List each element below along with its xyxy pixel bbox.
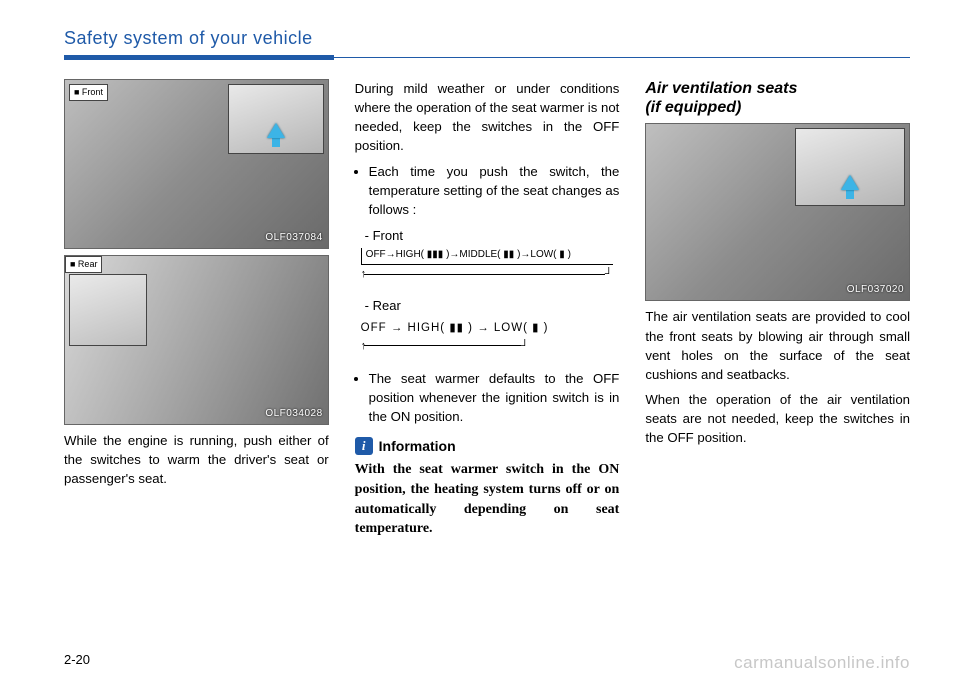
heading-line-1: Air ventilation seats [645,80,797,97]
column-middle: During mild weather or under conditions … [355,79,620,545]
paragraph: While the engine is running, push either… [64,431,329,488]
list-item: Each time you push the switch, the tempe… [369,162,620,219]
sequence-label-rear: - Rear [365,297,620,316]
info-heading-row: i Information [355,436,620,456]
paragraph: The air ventilation seats are provided t… [645,307,910,384]
sequence-text: OFF→HIGH( ▮▮▮ )→MIDDLE( ▮▮ )→LOW( ▮ ) [366,248,610,265]
figure-rear-seat-warmer: ■ Rear OLF034028 [64,255,329,425]
info-body: With the seat warmer switch in the ON po… [355,460,620,538]
figure-code: OLF034028 [265,407,322,422]
watermark: carmanualsonline.info [734,653,910,673]
header-rule [64,55,910,57]
header-title: Safety system of your vehicle [64,28,313,51]
figure-front-seat-warmer: ■ Front OLF037084 [64,79,329,249]
section-heading: Air ventilation seats (if equipped) [645,79,910,117]
paragraph: During mild weather or under conditions … [355,79,620,156]
page-number: 2-20 [64,652,90,667]
column-left: ■ Front OLF037084 ■ Rear OLF034028 While… [64,79,329,545]
figure-label: ■ Front [69,84,108,101]
arrow-up-icon [267,123,285,147]
return-arrow-row: ↑┘ [361,339,614,355]
figure-inset [795,128,905,206]
figure-air-ventilation: OLF037020 [645,123,910,301]
arrow-up-icon [841,175,859,199]
column-right: Air ventilation seats (if equipped) OLF0… [645,79,910,545]
sequence-front: OFF→HIGH( ▮▮▮ )→MIDDLE( ▮▮ )→LOW( ▮ ) [361,248,614,266]
figure-inset [69,274,147,346]
paragraph: When the operation of the air ventilatio… [645,390,910,447]
return-arrow-row: ↑┘ [361,267,614,283]
bullet-list: Each time you push the switch, the tempe… [355,162,620,219]
sequence-rear: OFF → HIGH( ▮▮ ) → LOW( ▮ ) [361,320,614,339]
page-header: Safety system of your vehicle [64,28,910,51]
figure-code: OLF037020 [847,283,904,298]
list-item: The seat warmer defaults to the OFF posi… [369,369,620,426]
bullet-list: The seat warmer defaults to the OFF posi… [355,369,620,426]
heading-line-2: (if equipped) [645,99,741,116]
info-icon: i [355,437,373,455]
figure-code: OLF037084 [265,231,322,246]
figure-label: ■ Rear [65,256,102,273]
content-columns: ■ Front OLF037084 ■ Rear OLF034028 While… [64,79,910,545]
manual-page: Safety system of your vehicle ■ Front OL… [0,0,960,689]
sequence-label-front: - Front [365,227,620,246]
sequence-text: OFF → HIGH( ▮▮ ) → LOW( ▮ ) [361,320,614,339]
figure-inset [228,84,324,154]
info-title: Information [379,436,456,456]
